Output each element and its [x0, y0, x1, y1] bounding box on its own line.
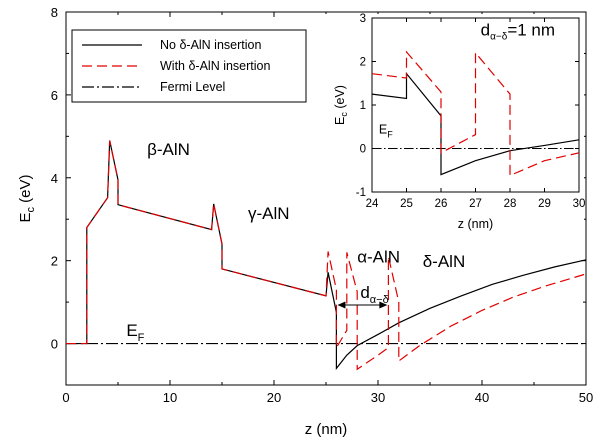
y-tick-label: 4 — [51, 171, 58, 186]
inset-y-tick-label: 1 — [360, 100, 366, 112]
annotation-label: β-AlN — [147, 140, 190, 159]
x-axis-label: z (nm) — [305, 421, 348, 438]
annotation-text: δ-AlN — [423, 252, 466, 271]
legend-entry: With δ-AlN insertion — [160, 59, 271, 73]
inset-annotation-text: d — [481, 20, 490, 39]
inset-y-axis-label: Ec (eV) — [333, 85, 349, 125]
x-tick-label: 0 — [62, 390, 69, 405]
inset-annotation-subscript: α−δ — [490, 31, 508, 42]
inset-series-line-0 — [371, 71, 580, 176]
x-tick-label: 10 — [163, 390, 177, 405]
annotation-text: α-AlN — [357, 248, 400, 267]
y-axis-label: Ec (eV) — [17, 174, 37, 222]
inset-series-line-1 — [371, 50, 580, 177]
legend-entry: No δ-AlN insertion — [160, 38, 261, 52]
annotation-label: EF — [126, 321, 144, 344]
x-tick-label: 20 — [267, 390, 281, 405]
inset-x-tick-label: 24 — [366, 198, 379, 210]
inset-y-axis-label-unit: (eV) — [333, 85, 347, 112]
annotation-text: β-AlN — [147, 140, 190, 159]
x-tick-label: 30 — [371, 390, 385, 405]
annotation-label: dα−δ — [360, 283, 388, 306]
x-tick-label: 40 — [475, 390, 489, 405]
annotation-subscript: F — [138, 332, 145, 344]
annotation-text: E — [126, 321, 137, 340]
inset-annotation: dα−δ=1 nm — [481, 20, 555, 42]
inset-y-tick-label: -1 — [356, 187, 366, 199]
y-tick-label: 8 — [51, 5, 58, 20]
inset-annotation-tail: =1 nm — [507, 20, 555, 39]
legend-box — [71, 29, 307, 103]
annotation-subscript: α−δ — [370, 294, 389, 306]
inset-x-tick-label: 26 — [435, 198, 448, 210]
inset-y-tick-label: 0 — [360, 144, 366, 156]
legend: No δ-AlN insertion With δ-AlN insertion Fe… — [71, 29, 307, 103]
y-axis-label-main: E — [17, 213, 34, 223]
y-tick-label: 0 — [51, 337, 58, 352]
inset-annotation-text: E — [379, 122, 387, 136]
y-axis-label-unit: (eV) — [17, 174, 34, 207]
inset-x-tick-label: 28 — [504, 198, 517, 210]
spacing-arrow-head-right — [379, 301, 388, 309]
inset-plot: 24 25 26 27 28 29 30 -1 0 1 2 3 z (nm) Ec (eV) dα−δ=1 … — [320, 13, 585, 240]
annotation-label: α-AlN — [357, 248, 400, 267]
inset-y-axis-label-main: E — [333, 117, 347, 125]
inset-x-tick-label: 25 — [400, 198, 413, 210]
inset-annotation-subscript: F — [387, 129, 393, 139]
inset-x-tick-label: 29 — [538, 198, 551, 210]
inset-y-axis-label-sub: c — [339, 112, 349, 117]
annotation-text: γ-AlN — [248, 204, 290, 223]
inset-x-tick-label: 27 — [469, 198, 482, 210]
x-tick-label: 50 — [579, 390, 593, 405]
main-series-line-1 — [66, 140, 587, 371]
inset-annotation: EF — [379, 122, 393, 139]
y-tick-label: 2 — [51, 254, 58, 269]
spacing-arrow-head-left — [337, 301, 346, 309]
legend-entry: Fermi Level — [160, 80, 225, 94]
y-tick-label: 6 — [51, 88, 58, 103]
inset-x-tick-label: 30 — [573, 198, 586, 210]
y-axis-label-sub: c — [25, 207, 37, 213]
annotation-label: δ-AlN — [423, 252, 466, 271]
inset-y-tick-label: 3 — [360, 13, 366, 25]
inset-y-tick-label: 2 — [360, 57, 366, 69]
inset-x-axis-label: z (nm) — [458, 217, 493, 231]
annotation-text: d — [360, 283, 369, 302]
annotation-label: γ-AlN — [248, 204, 290, 223]
